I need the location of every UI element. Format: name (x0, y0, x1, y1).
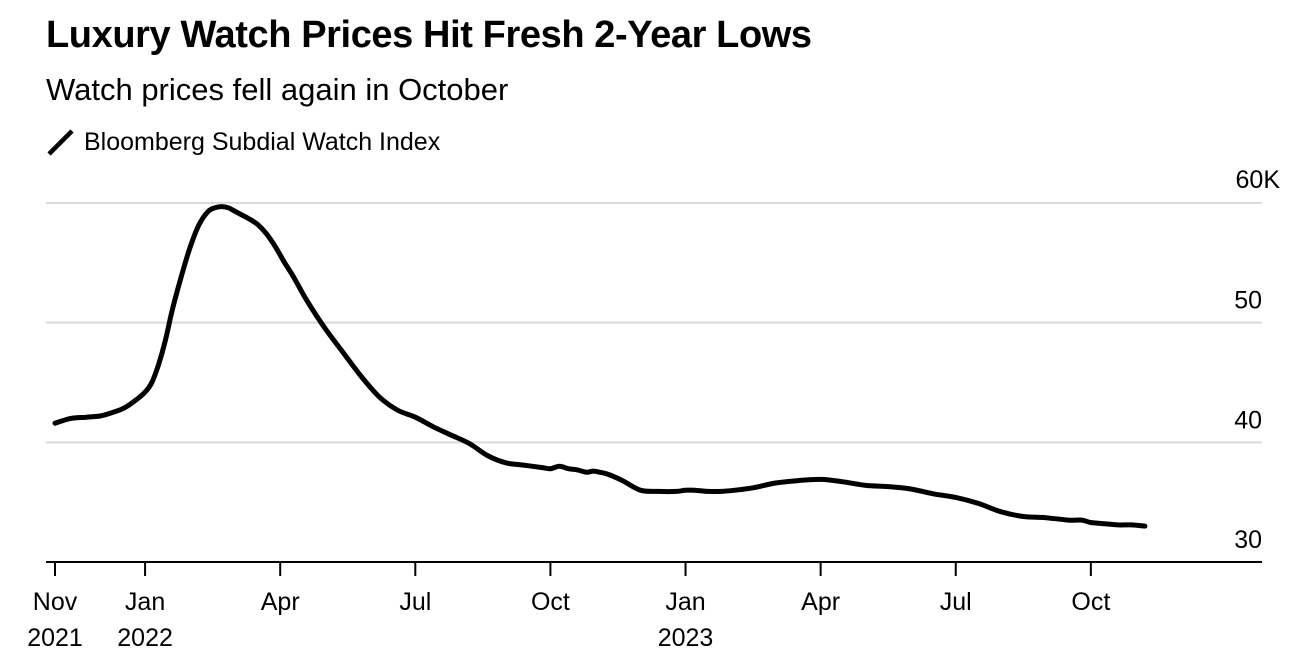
legend-swatch-line (47, 129, 74, 156)
x-tick-label: Jul (399, 588, 431, 616)
series-line-0 (52, 204, 1148, 529)
x-axis-labels: Nov 2021 Jan 2022 Apr Jul Oct Jan 2023 Apr Jul Oct (27, 588, 1110, 652)
y-tick-label: 40 (1234, 406, 1262, 434)
legend-line-swatch-icon (47, 129, 74, 156)
x-axis (46, 561, 1262, 576)
x-tick-year-label: 2023 (658, 624, 714, 652)
chart-title: Luxury Watch Prices Hit Fresh 2-Year Low… (46, 14, 812, 56)
x-tick-label: Apr (261, 588, 300, 616)
chart-subtitle: Watch prices fell again in October (46, 72, 509, 107)
x-tick-label: Oct (531, 588, 570, 616)
legend-label: Bloomberg Subdial Watch Index (84, 127, 441, 156)
y-tick-label: 30 (1234, 526, 1262, 554)
x-tick-year-label: 2022 (117, 624, 173, 652)
x-tick-label: Apr (801, 588, 840, 616)
x-tick-label: Oct (1071, 588, 1110, 616)
x-tick-label: Jan (665, 588, 705, 616)
x-tick-year-label: 2021 (27, 624, 83, 652)
series-layer (52, 204, 1148, 529)
x-tick-label: Jul (940, 588, 972, 616)
x-tick-label: Nov (33, 588, 78, 616)
chart-legend: Bloomberg Subdial Watch Index (46, 124, 440, 160)
x-tick-label: Jan (125, 588, 165, 616)
gridlines (46, 202, 1262, 444)
y-tick-label: 60K (1236, 166, 1281, 194)
y-axis-labels: 30 40 50 60K (1234, 166, 1280, 554)
y-tick-label: 50 (1234, 287, 1262, 315)
